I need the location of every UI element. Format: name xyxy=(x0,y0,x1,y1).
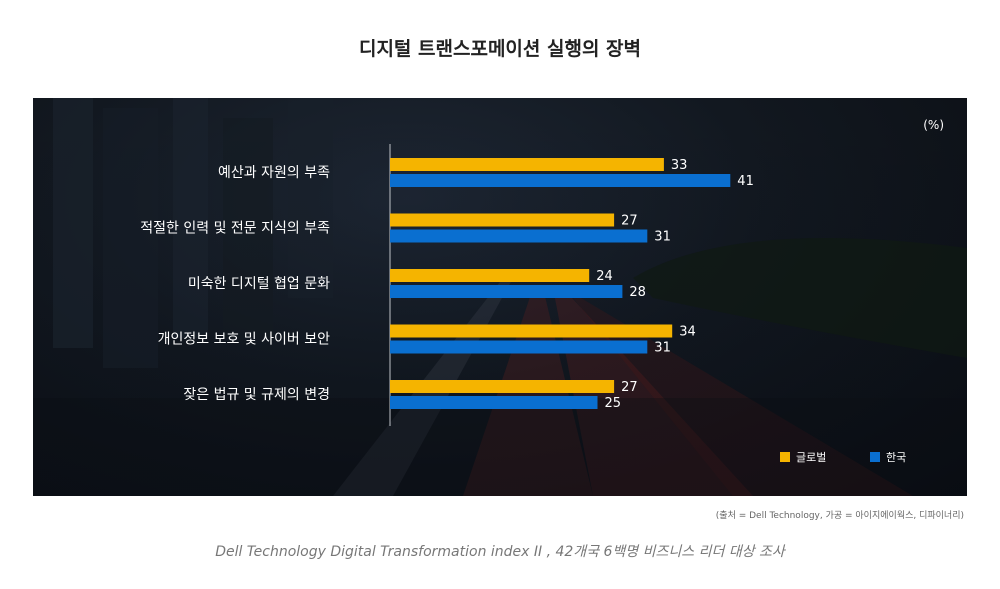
data-label: 31 xyxy=(654,230,671,245)
chart-panel: (%) 예산과 자원의 부족 33 41 적절한 인력 및 전문 지식의 부족 27 31… xyxy=(33,98,967,496)
category-label: 예산과 자원의 부족 xyxy=(218,165,330,181)
data-label: 33 xyxy=(671,158,688,173)
bar-global xyxy=(390,158,664,171)
bar-korea xyxy=(390,340,648,354)
data-label: 34 xyxy=(679,325,696,340)
legend-swatch xyxy=(870,452,880,462)
unit-label: (%) xyxy=(923,118,944,132)
chart-title: 디지털 트랜스포메이션 실행의 장벽 xyxy=(358,38,642,60)
bar-global xyxy=(390,269,590,282)
category-label: 개인정보 보호 및 사이버 보안 xyxy=(158,332,330,348)
legend-label: 한국 xyxy=(886,451,906,464)
data-label: 31 xyxy=(654,341,671,356)
data-label: 25 xyxy=(605,396,622,411)
category-label: 잦은 법규 및 규제의 변경 xyxy=(183,387,330,403)
bar-global xyxy=(390,324,673,338)
data-label: 24 xyxy=(596,269,613,284)
data-label: 27 xyxy=(621,380,638,395)
footer-note: Dell Technology Digital Transformation i… xyxy=(215,544,785,560)
bar-korea xyxy=(390,229,648,243)
source-note: (출처 = Dell Technology, 가공 = 아이지에이웍스, 디파이… xyxy=(715,511,964,521)
data-label: 27 xyxy=(621,214,638,229)
legend-label: 글로벌 xyxy=(796,451,826,464)
bar-korea xyxy=(390,174,731,187)
bar-korea xyxy=(390,285,623,298)
bar-korea xyxy=(390,396,598,409)
legend-swatch xyxy=(780,452,790,462)
bar-chart: (%) 예산과 자원의 부족 33 41 적절한 인력 및 전문 지식의 부족 27 31… xyxy=(33,98,967,496)
category-label: 적절한 인력 및 전문 지식의 부족 xyxy=(140,221,330,237)
category-label: 미숙한 디지털 협업 문화 xyxy=(188,276,330,292)
data-label: 28 xyxy=(629,285,646,300)
data-label: 41 xyxy=(737,174,754,189)
bar-global xyxy=(390,213,615,227)
background-decoration xyxy=(33,98,967,496)
bar-global xyxy=(390,380,615,393)
